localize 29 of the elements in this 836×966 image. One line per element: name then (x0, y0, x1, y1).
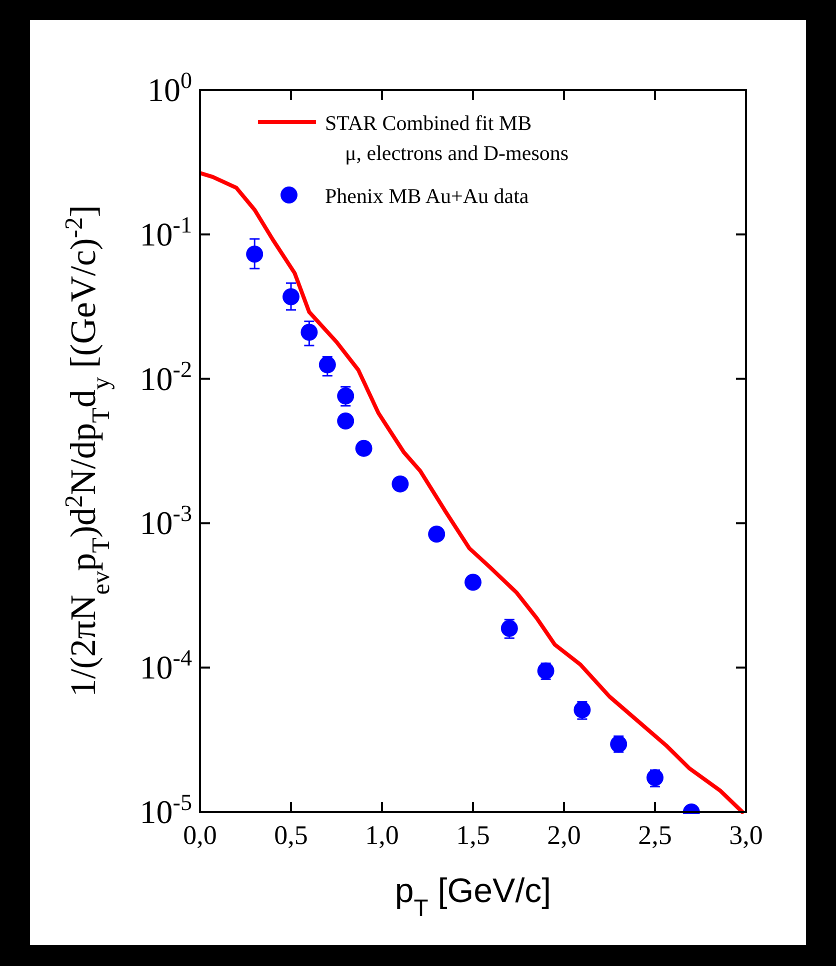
point (246, 246, 264, 263)
point (318, 356, 336, 374)
point (355, 440, 372, 457)
point (537, 662, 554, 680)
x-tick-label: 0,5 (274, 820, 308, 850)
y-tick-label: 10$^{-3}$ (140, 500, 192, 542)
y-tick-label: 10$^{-4}$ (140, 644, 192, 687)
point (337, 388, 354, 405)
x-axis-title: p$_{T}$ [GeV/c] (394, 872, 552, 922)
x-tick-label: 1,5 (456, 820, 490, 850)
x-tick-label: 2,0 (547, 820, 581, 850)
point (500, 620, 518, 637)
x-tick-label: 2,5 (638, 820, 672, 850)
legend-label: Phenix MB Au+Au data (325, 184, 530, 208)
point (574, 701, 591, 718)
legend-label: STAR Combined fit MB μ, electrons and D-mesons (325, 111, 569, 165)
point (282, 288, 300, 306)
y-tick-label: 10$^{-1}$ (140, 211, 192, 254)
y-tick-label: 10$^{0}$ (147, 67, 192, 109)
point (464, 574, 482, 591)
y-tick-label: 10$^{-2}$ (140, 356, 192, 398)
point (428, 526, 446, 543)
x-tick-label: 1,0 (365, 820, 399, 850)
point (337, 412, 354, 430)
line-series (200, 171, 744, 814)
x-tick-label: 3,0 (729, 820, 763, 850)
point (300, 324, 318, 341)
point (610, 736, 628, 753)
point (392, 475, 409, 492)
